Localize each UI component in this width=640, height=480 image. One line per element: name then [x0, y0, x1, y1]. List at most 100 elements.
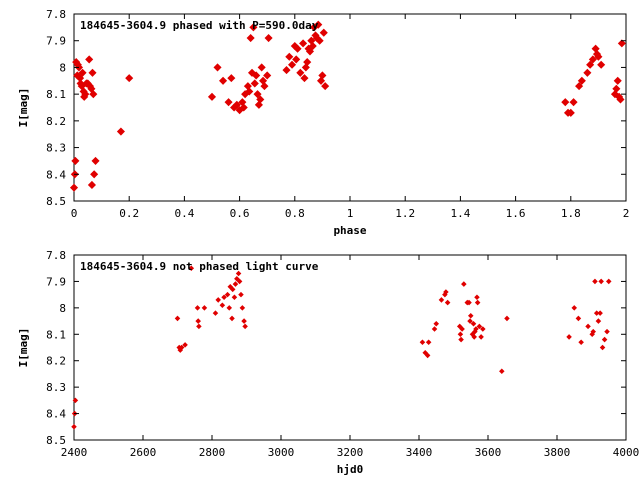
- data-point: [116, 127, 125, 136]
- data-point: [76, 74, 85, 83]
- data-point: [305, 47, 315, 56]
- data-point: [232, 281, 239, 287]
- data-point: [469, 331, 476, 338]
- data-point: [319, 28, 328, 37]
- data-point: [300, 74, 309, 83]
- data-point: [419, 339, 426, 345]
- data-point: [425, 339, 432, 345]
- data-point: [194, 305, 201, 311]
- data-point: [78, 68, 87, 77]
- x-tick-label: 3400: [406, 446, 433, 459]
- data-point: [599, 344, 606, 351]
- data-point: [315, 36, 324, 45]
- data-point: [499, 368, 505, 375]
- data-point: [188, 265, 195, 271]
- data-point: [604, 328, 610, 335]
- data-point: [466, 299, 472, 306]
- data-point: [264, 33, 273, 43]
- data-point: [218, 76, 228, 85]
- data-point: [249, 23, 258, 32]
- data-point: [597, 60, 606, 69]
- y-tick-label: 8.3: [46, 381, 66, 394]
- y-tick-label: 8.1: [46, 328, 66, 341]
- phased-light-curve-panel: 0 0.2 0.4 0.6 0.8 1 1.2 1.4 1.6 1.8 2 7.8 7.9 8 8.1 8.2…: [17, 8, 629, 237]
- plot-frame: [73, 13, 627, 202]
- data-point: [433, 320, 440, 327]
- data-point: [250, 79, 259, 88]
- data-point: [316, 76, 326, 85]
- data-point: [456, 323, 463, 330]
- data-point: [125, 74, 134, 83]
- x-axis-label: hjd0: [337, 463, 364, 476]
- data-point: [597, 310, 603, 316]
- data-points: [69, 20, 626, 192]
- y-tick-label: 8.2: [46, 355, 66, 368]
- axes: 0 0.2 0.4 0.6 0.8 1 1.2 1.4 1.6 1.8 2 7.8 7.9 8 8.1 8.2…: [46, 8, 629, 220]
- data-point: [431, 326, 438, 332]
- data-point: [457, 331, 464, 338]
- data-point: [195, 318, 201, 324]
- data-point: [605, 278, 612, 285]
- data-point: [588, 55, 597, 64]
- data-point: [207, 92, 217, 101]
- data-point: [239, 103, 248, 112]
- y-tick-label: 8: [59, 61, 66, 74]
- data-point: [235, 270, 242, 277]
- x-tick-label: 3800: [544, 446, 571, 459]
- x-axis-label: phase: [333, 224, 366, 237]
- data-point: [318, 71, 327, 80]
- data-point: [239, 305, 246, 311]
- data-point: [224, 291, 231, 298]
- data-point: [612, 84, 621, 93]
- y-tick-label: 7.8: [46, 8, 66, 21]
- y-tick-label: 7.8: [46, 249, 66, 262]
- x-tick-label: 1.6: [506, 207, 526, 220]
- data-point: [226, 305, 233, 311]
- y-tick-label: 8: [59, 302, 66, 315]
- data-point: [89, 90, 98, 99]
- data-point: [236, 278, 243, 285]
- data-point: [90, 170, 99, 179]
- data-point: [590, 328, 596, 335]
- data-point: [71, 424, 77, 430]
- data-point: [224, 98, 233, 107]
- data-point: [257, 63, 266, 72]
- data-point: [480, 326, 486, 332]
- data-point: [617, 39, 626, 48]
- data-point: [227, 283, 234, 290]
- data-point: [287, 60, 297, 69]
- plot-frame: [73, 254, 627, 441]
- data-point: [229, 286, 236, 293]
- data-point: [174, 315, 181, 322]
- data-point: [234, 276, 240, 282]
- data-point: [87, 84, 96, 93]
- data-point: [182, 342, 188, 348]
- data-point: [229, 315, 235, 322]
- data-point: [253, 90, 262, 99]
- x-tick-label: 0.6: [230, 207, 250, 220]
- data-point: [77, 82, 86, 91]
- data-point: [215, 297, 221, 303]
- data-point: [586, 60, 595, 69]
- y-axis-label: I[mag]: [17, 88, 30, 128]
- data-point: [566, 334, 572, 340]
- x-tick-label: 0.8: [285, 207, 305, 220]
- data-point: [424, 352, 431, 359]
- data-point: [282, 66, 291, 75]
- data-point: [592, 278, 598, 285]
- data-point: [474, 294, 480, 301]
- x-tick-label: 1.4: [450, 207, 470, 220]
- data-point: [458, 336, 464, 343]
- data-point: [471, 334, 477, 340]
- data-point: [243, 82, 252, 91]
- data-point: [443, 289, 449, 295]
- data-point: [467, 318, 473, 324]
- data-point: [601, 336, 608, 343]
- data-point: [561, 98, 570, 107]
- unphased-light-curve-panel: 2400 2600 2800 3000 3200 3400 3600 3800 4000 7.8 7…: [17, 249, 639, 476]
- data-point: [72, 397, 79, 404]
- data-point: [438, 297, 445, 303]
- data-point: [71, 156, 80, 165]
- data-point: [231, 294, 238, 301]
- data-point: [227, 74, 236, 83]
